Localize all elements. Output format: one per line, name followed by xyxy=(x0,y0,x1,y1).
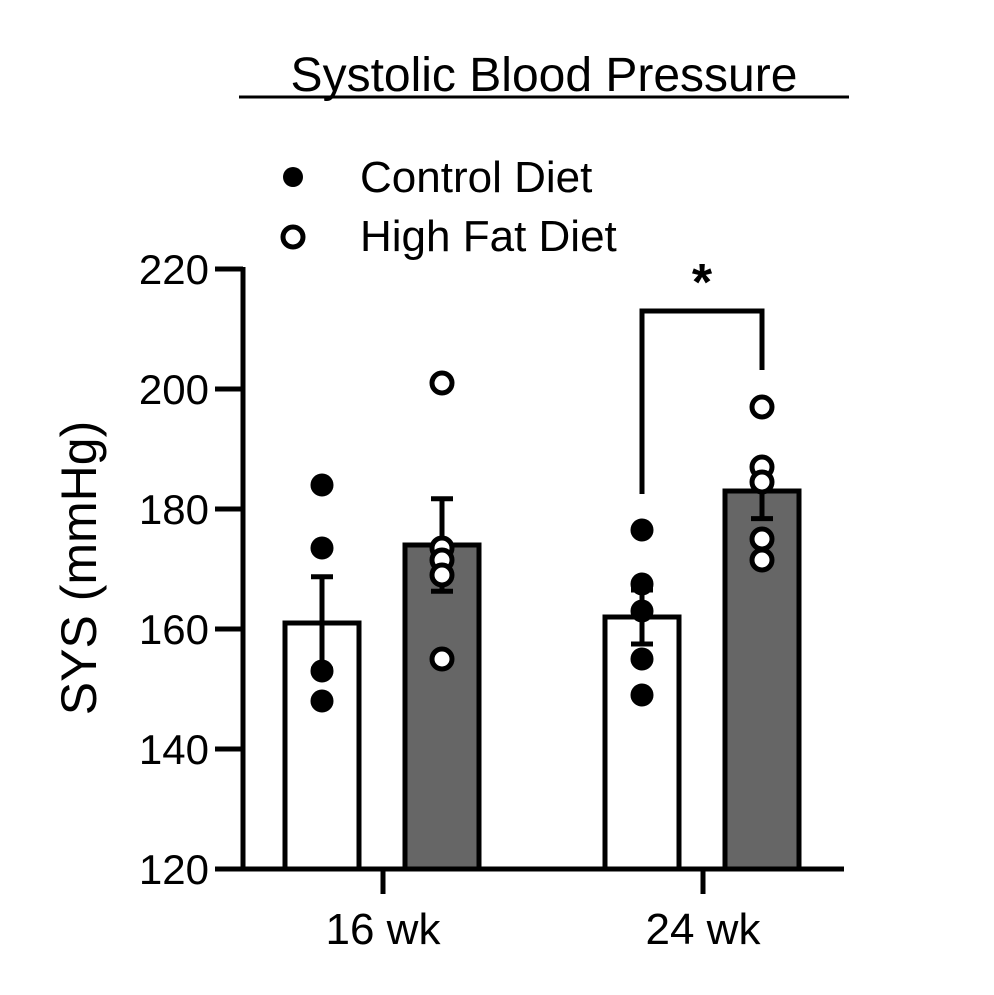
data-point-high-fat-diet-16-wk xyxy=(429,562,455,588)
axes: 120 140 160 180 200 220 16 wk 24 wk xyxy=(139,246,844,954)
y-tick-label-140: 140 xyxy=(139,726,209,773)
legend-label-control-diet: Control Diet xyxy=(360,153,592,202)
legend: Control Diet High Fat Diet xyxy=(280,153,617,261)
y-tick-label-180: 180 xyxy=(139,486,209,533)
significance-bracket xyxy=(639,308,765,494)
data-point-high-fat-diet-24-wk xyxy=(749,394,775,420)
y-tick-label-120: 120 xyxy=(139,846,209,893)
data-point-control-diet-24-wk xyxy=(630,599,654,623)
data-point-control-diet-16-wk xyxy=(310,536,334,560)
y-axis-label: SYS (mmHg) xyxy=(51,421,107,715)
y-tick-label-200: 200 xyxy=(139,366,209,413)
data-point-high-fat-diet-16-wk xyxy=(429,646,455,672)
bars-layer xyxy=(282,488,802,872)
legend-marker-control-diet xyxy=(283,167,303,187)
points-layer xyxy=(310,370,775,713)
x-tick-label-16-wk: 16 wk xyxy=(326,905,442,954)
data-point-control-diet-24-wk xyxy=(630,572,654,596)
data-point-control-diet-24-wk xyxy=(630,647,654,671)
data-point-control-diet-16-wk xyxy=(310,473,334,497)
data-point-control-diet-16-wk xyxy=(310,689,334,713)
chart-title: Systolic Blood Pressure xyxy=(291,49,798,102)
legend-label-high-fat-diet: High Fat Diet xyxy=(360,212,617,261)
y-tick-label-220: 220 xyxy=(139,246,209,293)
data-point-high-fat-diet-24-wk xyxy=(749,547,775,573)
error-bars-layer xyxy=(311,460,773,672)
legend-marker-high-fat-diet xyxy=(280,224,306,250)
data-point-control-diet-16-wk xyxy=(310,659,334,683)
data-point-high-fat-diet-24-wk xyxy=(749,526,775,552)
x-tick-label-24-wk: 24 wk xyxy=(646,905,762,954)
data-point-high-fat-diet-24-wk xyxy=(749,469,775,495)
data-point-control-diet-24-wk xyxy=(630,683,654,707)
significance-star: * xyxy=(692,254,713,312)
data-point-high-fat-diet-16-wk xyxy=(429,370,455,396)
data-point-control-diet-24-wk xyxy=(630,518,654,542)
y-tick-label-160: 160 xyxy=(139,606,209,653)
annotations: * xyxy=(639,254,765,494)
